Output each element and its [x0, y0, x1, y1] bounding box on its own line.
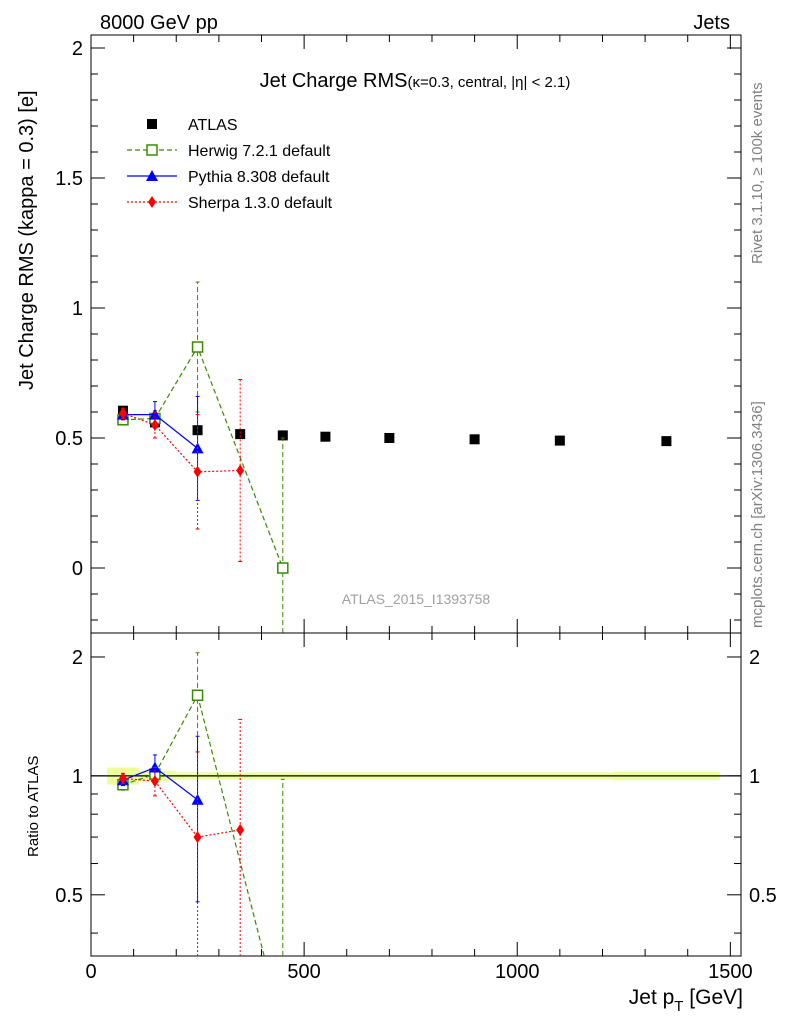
data-point	[554, 435, 565, 446]
data-point	[661, 436, 672, 447]
y-tick-label-right: 0.5	[749, 885, 777, 907]
series-herwig	[117, 281, 289, 633]
main-data	[116, 281, 672, 633]
rivet-label: Rivet 3.1.10, ≥ 100k events	[749, 82, 766, 264]
y-tick-label: 1	[72, 298, 83, 320]
mcplots-label: mcplots.cern.ch [arXiv:1306.3436]	[749, 401, 766, 628]
legend-label: Pythia 8.308 default	[188, 169, 330, 186]
ratio-series-pythia	[116, 735, 204, 903]
x-axis-label-main: Jet p	[629, 986, 675, 1009]
legend-item: Pythia 8.308 default	[127, 169, 330, 186]
y-tick-label: 0.5	[55, 428, 83, 450]
x-axis-label-unit: [GeV]	[683, 986, 743, 1009]
data-point	[150, 775, 159, 788]
ratio-series-sherpa	[118, 718, 245, 956]
header-process: Jets	[693, 12, 730, 34]
series-sherpa	[118, 379, 245, 562]
series-line	[154, 767, 198, 801]
x-tick-label: 500	[287, 961, 320, 983]
series-line	[196, 695, 265, 957]
legend-label: Sherpa 1.3.0 default	[188, 195, 333, 212]
ratio-y-axis-label: Ratio to ATLAS	[25, 756, 42, 857]
y-tick-label-right: 1	[749, 766, 760, 788]
series-line	[154, 694, 199, 775]
data-point	[191, 341, 204, 353]
legend-item: Herwig 7.2.1 default	[127, 143, 331, 160]
legend-marker	[148, 196, 156, 208]
x-tick-label: 1500	[708, 961, 753, 983]
data-point	[118, 407, 127, 420]
data-point	[469, 434, 480, 445]
data-point	[384, 433, 395, 443]
y-tick-label: 1	[72, 766, 83, 788]
analysis-label: ATLAS_2015_I1393758	[342, 591, 491, 607]
data-point	[193, 465, 202, 478]
legend-marker	[146, 144, 158, 156]
main-panel: 0 0.5 1 1.5 2 Jet Charge RMS(κ=0.3, central,…	[16, 34, 742, 634]
main-ytick-labels: 0 0.5 1 1.5 2	[55, 38, 83, 580]
series-line	[122, 777, 155, 782]
y-tick-label-right: 2	[749, 647, 760, 669]
main-ticks	[90, 35, 741, 633]
ratio-panel: 0.5 0.5 1 1 2 2 0 500 1000 1500 Ratio to ATLAS J…	[25, 632, 777, 1015]
main-y-axis-label: Jet Charge RMS (kappa = 0.3) [e]	[16, 90, 38, 390]
legend-marker	[146, 170, 158, 181]
data-point	[277, 430, 288, 441]
series-line	[122, 412, 241, 473]
main-title: Jet Charge RMS(κ=0.3, central, |η| < 2.1…	[260, 70, 571, 92]
x-tick-label: 0	[85, 961, 96, 983]
x-tick-label: 1000	[495, 961, 540, 983]
data-point	[118, 772, 127, 785]
ratio-plot-frame	[90, 632, 742, 957]
series-pythia	[116, 395, 204, 501]
y-tick-label: 2	[72, 647, 83, 669]
data-point	[320, 431, 331, 442]
y-tick-label: 0	[72, 558, 83, 580]
data-point	[277, 562, 289, 574]
legend-marker	[147, 119, 157, 129]
x-axis-label: Jet pT [GeV]	[629, 986, 743, 1015]
series-line	[197, 829, 241, 838]
data-point	[236, 464, 245, 477]
ratio-ytick-labels: 0.5 0.5 1 1 2 2	[55, 647, 777, 907]
data-point	[235, 429, 246, 440]
legend: ATLAS Herwig 7.2.1 default Pythia 8.308 de…	[127, 117, 333, 212]
main-title-sub: (κ=0.3, central, |η| < 2.1)	[407, 74, 570, 91]
legend-item: Sherpa 1.3.0 default	[127, 195, 333, 212]
data-point	[150, 419, 159, 431]
series-line	[122, 766, 156, 781]
legend-label: Herwig 7.2.1 default	[188, 143, 331, 160]
data-point	[236, 823, 245, 836]
y-tick-label: 1.5	[55, 168, 83, 190]
main-title-text: Jet Charge RMS	[260, 70, 408, 92]
ratio-ticks	[90, 633, 741, 956]
ratio-data	[116, 652, 285, 957]
data-point	[193, 831, 202, 844]
header-collision: 8000 GeV pp	[100, 12, 218, 34]
y-tick-label: 0.5	[55, 885, 83, 907]
ratio-band	[91, 767, 741, 785]
ratio-xtick-labels: 0 500 1000 1500	[85, 961, 752, 983]
series-line	[122, 345, 284, 569]
legend-item: ATLAS	[147, 117, 238, 134]
data-point	[148, 408, 161, 420]
y-tick-label: 2	[72, 38, 83, 60]
series-line	[154, 780, 199, 838]
data-point	[191, 689, 204, 702]
series-atlas	[117, 405, 672, 447]
legend-label: ATLAS	[188, 117, 238, 134]
x-axis-label-sub: T	[674, 998, 683, 1015]
